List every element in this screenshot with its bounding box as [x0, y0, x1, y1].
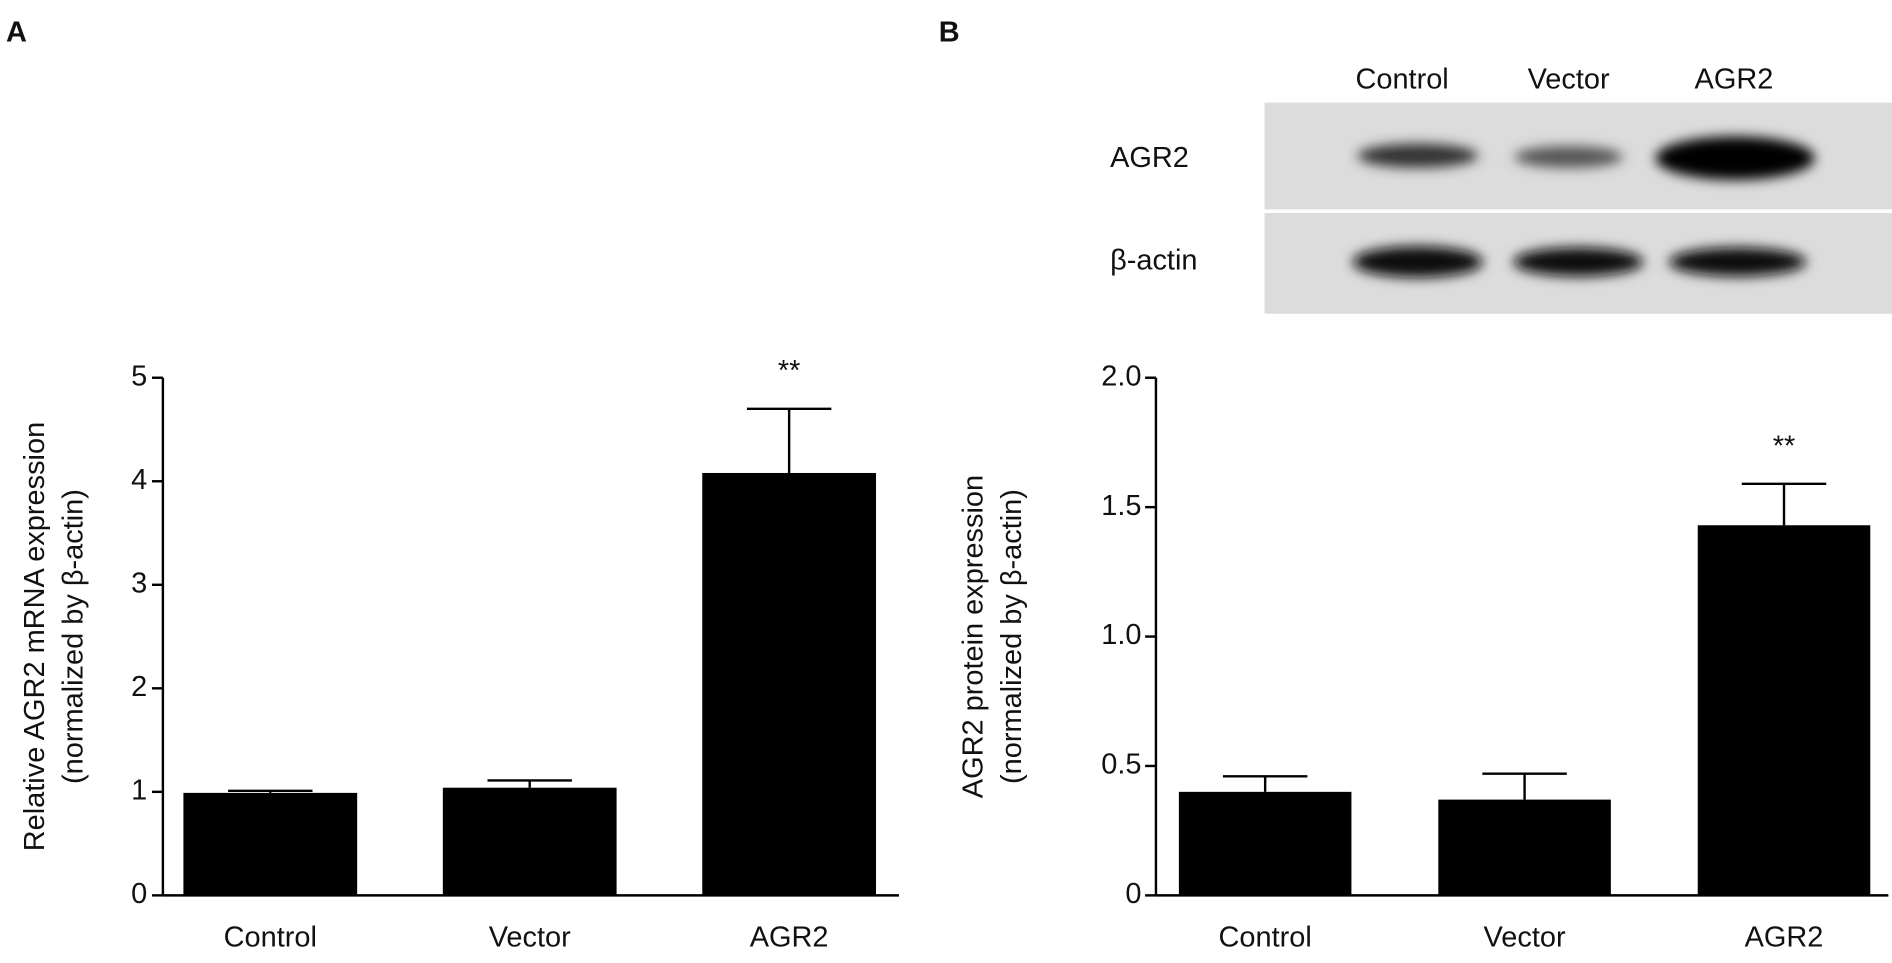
western-blot: [1264, 102, 1892, 314]
y-axis-label: Relative AGR2 mRNA expression: [19, 422, 51, 851]
band: [1514, 146, 1623, 168]
panel-label: B: [939, 16, 960, 48]
bands: [1352, 136, 1815, 278]
y-tick-label: 0: [131, 878, 147, 910]
band: [1655, 136, 1815, 180]
x-tick-label: Vector: [489, 921, 571, 953]
y-tick-label: 4: [131, 464, 147, 496]
bar: [183, 792, 358, 896]
band: [1352, 246, 1483, 278]
significance-label: **: [1773, 430, 1796, 462]
y-tick-label: 1.5: [1101, 490, 1141, 522]
y-tick-label: 2: [131, 671, 147, 703]
y-tick-label: 2.0: [1101, 360, 1141, 392]
lane-label: Vector: [1528, 64, 1610, 96]
significance-label: **: [778, 355, 801, 387]
y-tick-label: 3: [131, 567, 147, 599]
band: [1513, 247, 1644, 277]
lane-label: AGR2: [1695, 64, 1774, 96]
y-tick-label: 0: [1125, 878, 1141, 910]
x-tick-label: AGR2: [750, 921, 829, 953]
x-tick-label: Control: [1219, 921, 1312, 953]
y-tick-label: 5: [131, 360, 147, 392]
bar: [442, 787, 617, 896]
x-tick-label: Control: [224, 921, 317, 953]
y-tick-label: 1: [131, 774, 147, 806]
lane-label: Control: [1355, 64, 1448, 96]
bar: [702, 472, 877, 896]
x-tick-label: AGR2: [1745, 921, 1824, 953]
bar: [1178, 791, 1352, 896]
bar: [1697, 525, 1871, 896]
bar: [1438, 799, 1611, 896]
y-axis-label: (normalized by β-actin): [57, 489, 89, 784]
y-tick-label: 1.0: [1101, 619, 1141, 651]
y-tick-label: 0.5: [1101, 749, 1141, 781]
panel-label: A: [6, 16, 27, 48]
y-axis-label: (normalized by β-actin): [996, 489, 1028, 784]
x-tick-label: Vector: [1484, 921, 1566, 953]
band: [1357, 143, 1479, 168]
y-axis-label: AGR2 protein expression: [958, 475, 990, 798]
blot-membrane: [1264, 102, 1892, 314]
band: [1668, 247, 1807, 277]
row-label: AGR2: [1110, 142, 1189, 174]
row-label: β-actin: [1110, 245, 1197, 277]
